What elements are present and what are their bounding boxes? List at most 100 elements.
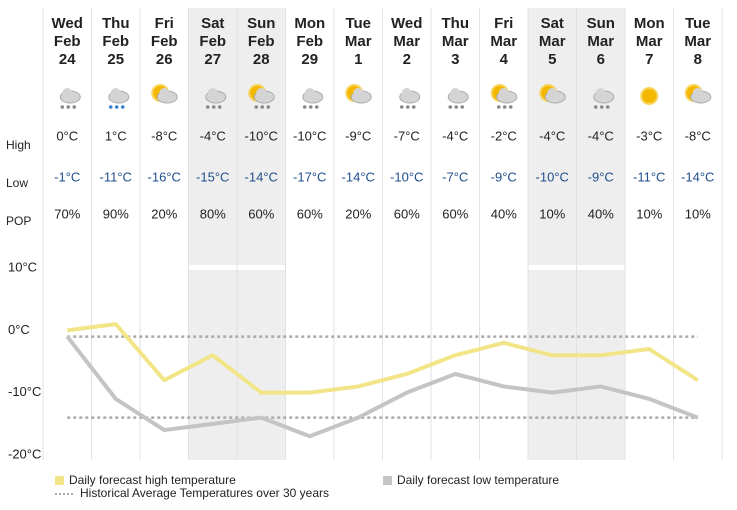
day-label: 25 <box>107 51 124 68</box>
day-label: 4 <box>500 51 509 68</box>
day-label: Feb <box>248 33 275 50</box>
day-label: Sun <box>587 15 615 32</box>
weekend-gap <box>528 265 577 270</box>
pop: 10% <box>539 206 565 221</box>
day-label: Mar <box>442 33 469 50</box>
pop: 40% <box>588 206 614 221</box>
day-label: Mar <box>393 33 420 50</box>
pop: 80% <box>200 206 226 221</box>
weekend-gap <box>237 265 286 270</box>
snowflake <box>411 105 416 109</box>
weekend-shade <box>528 8 577 460</box>
high-temp: -10°C <box>293 128 326 143</box>
weather-icon <box>399 88 421 109</box>
weather-icon <box>640 87 659 105</box>
snowflake <box>605 105 610 109</box>
low-temp: -17°C <box>293 169 326 184</box>
legend-swatch <box>383 476 392 485</box>
snowflake <box>60 105 65 109</box>
weather-icon <box>205 88 227 109</box>
snowflake <box>217 105 222 109</box>
legend-label: Daily forecast high temperature <box>69 473 236 487</box>
weather-icon <box>447 88 469 109</box>
cloud <box>595 88 606 98</box>
legend-label: Historical Average Temperatures over 30 … <box>80 486 329 500</box>
cloud <box>207 88 218 98</box>
pop: 90% <box>103 206 129 221</box>
low-temp: -14°C <box>342 169 375 184</box>
day-label: Sat <box>541 15 564 32</box>
day-label: Feb <box>296 33 323 50</box>
pop: 70% <box>54 206 80 221</box>
cloud <box>692 88 703 98</box>
cloud <box>401 88 412 98</box>
snowflake <box>308 105 313 109</box>
weekend-gap <box>188 265 237 270</box>
snowflake <box>254 105 259 109</box>
snowflake <box>448 105 453 109</box>
high-temp: -4°C <box>200 128 226 143</box>
snowflake <box>496 105 501 109</box>
pop: 60% <box>248 206 274 221</box>
high-temp: -10°C <box>245 128 278 143</box>
day-label: Mar <box>636 33 663 50</box>
legend-swatch <box>55 476 64 485</box>
day-label: Sat <box>201 15 224 32</box>
day-label: Mar <box>587 33 614 50</box>
day-label: Wed <box>391 15 422 32</box>
day-label: 29 <box>301 51 318 68</box>
snowflake <box>502 105 507 109</box>
pop: 20% <box>345 206 371 221</box>
snowflake <box>266 105 271 109</box>
weather-icon <box>345 84 372 104</box>
day-label: 2 <box>403 51 411 68</box>
day-label: Mar <box>345 33 372 50</box>
y-tick-label: -10°C <box>8 384 41 399</box>
day-label: Feb <box>102 33 129 50</box>
day-label: Mon <box>294 15 325 32</box>
day-label: Wed <box>52 15 83 32</box>
snowflake <box>454 105 459 109</box>
high-temp: -4°C <box>588 128 614 143</box>
cloud <box>256 88 267 98</box>
weather-icon <box>248 84 275 109</box>
day-label: Thu <box>442 15 470 32</box>
day-label: Tue <box>345 15 371 32</box>
day-label: 26 <box>156 51 173 68</box>
day-label: Tue <box>685 15 711 32</box>
cloud <box>547 88 558 98</box>
day-label: Mar <box>684 33 711 50</box>
snowflake <box>593 105 598 109</box>
row-label: Low <box>6 176 28 190</box>
weather-icon <box>59 88 81 109</box>
snowflake <box>66 105 71 109</box>
legend-label: Daily forecast low temperature <box>397 473 559 487</box>
background <box>42 8 723 460</box>
weather-icon <box>490 84 518 109</box>
cloud <box>353 88 364 98</box>
sun <box>640 87 659 105</box>
day-label: Sun <box>247 15 275 32</box>
snowflake <box>302 105 307 109</box>
low-temp: -14°C <box>245 169 278 184</box>
day-label: 8 <box>694 51 702 68</box>
day-label: 3 <box>451 51 459 68</box>
low-temp: -7°C <box>442 169 468 184</box>
snowflake <box>599 105 604 109</box>
cloud <box>498 88 509 98</box>
high-temp: -4°C <box>442 128 468 143</box>
cloud <box>450 88 461 98</box>
day-label: Mar <box>490 33 517 50</box>
snowflake <box>205 105 210 109</box>
pop: 60% <box>442 206 468 221</box>
day-label: Fri <box>494 15 513 32</box>
snowflake <box>108 105 113 109</box>
high-temp: -4°C <box>539 128 565 143</box>
weather-icon <box>593 88 615 109</box>
high-temp: -9°C <box>345 128 371 143</box>
low-temp: -1°C <box>54 169 80 184</box>
weekend-gap <box>576 265 625 270</box>
low-temp: -11°C <box>100 169 132 184</box>
high-temp: 1°C <box>105 128 127 143</box>
